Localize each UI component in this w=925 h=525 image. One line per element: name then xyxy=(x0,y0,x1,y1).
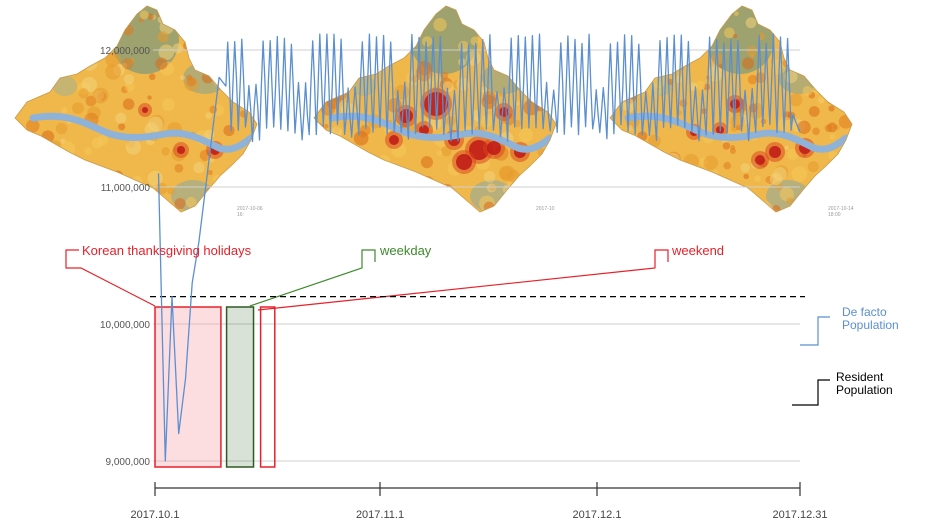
x-tick-label: 2017.11.1 xyxy=(356,509,404,521)
defacto-line2: Population xyxy=(842,318,899,332)
weekend-label: weekend xyxy=(672,243,725,258)
y-tick-label: 9,000,000 xyxy=(106,457,151,468)
defacto-population-line xyxy=(157,33,801,462)
x-tick-label: 2017.12.1 xyxy=(573,509,622,521)
x-axis: 2017.10.1 2017.11.1 2017.12.1 2017.12.31 xyxy=(131,482,828,521)
map-holiday-timestamp: 2017-10-06 16: xyxy=(237,206,263,218)
y-tick-label: 11,000,000 xyxy=(101,183,151,194)
x-tick-label: 2017.12.31 xyxy=(772,509,827,521)
map-weekend-timestamp: 2017-10-14 18:00 xyxy=(828,206,854,218)
resident-line1: Resident xyxy=(836,370,884,384)
series-layer xyxy=(150,33,805,462)
holiday-label: Korean thanksgiving holidays xyxy=(82,243,252,258)
y-axis-tick-labels: 9,000,000 10,000,000 11,000,000 12,000,000 xyxy=(100,46,150,468)
resident-connector xyxy=(792,379,830,406)
y-tick-label: 12,000,000 xyxy=(100,46,150,57)
x-tick-label: 2017.10.1 xyxy=(131,509,180,521)
callout-connectors xyxy=(65,249,830,406)
map-holiday-image xyxy=(14,5,258,213)
resident-line2: Population xyxy=(836,383,893,397)
weekday-box xyxy=(225,306,255,468)
y-tick-label: 10,000,000 xyxy=(100,320,150,331)
highlight-boxes xyxy=(154,306,276,468)
map-weekday-timestamp: 2017-10 xyxy=(536,206,555,212)
defacto-connector xyxy=(800,316,830,346)
weekday-connector xyxy=(249,249,376,307)
weekday-label: weekday xyxy=(380,243,432,258)
holiday-connector xyxy=(65,249,156,307)
weekend-box xyxy=(259,306,276,468)
defacto-line1: De facto xyxy=(842,305,887,319)
defacto-legend-label: De facto Population xyxy=(842,306,899,332)
weekend-connector xyxy=(257,249,669,311)
resident-legend-label: Resident Population xyxy=(836,371,893,397)
map-holiday: 2017-10-06 16: xyxy=(5,0,267,225)
